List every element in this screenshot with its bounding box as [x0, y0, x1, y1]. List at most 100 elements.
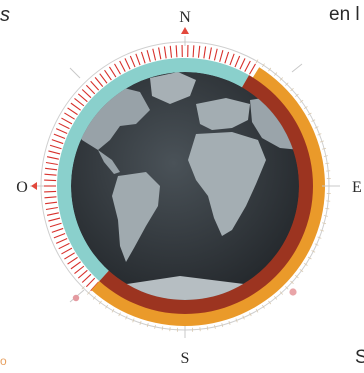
red-tick	[203, 46, 207, 59]
red-tick	[85, 84, 96, 95]
fragment-top-left: s	[0, 4, 10, 26]
red-tick	[55, 128, 68, 135]
red-tick	[175, 45, 178, 58]
ne-tick	[291, 63, 303, 73]
guide-tick	[325, 162, 330, 165]
night-ring	[99, 75, 314, 315]
guide-tick	[279, 77, 283, 81]
daylight-ring	[57, 58, 249, 282]
red-tick	[140, 51, 146, 64]
guide-tick	[290, 88, 294, 92]
red-tick	[55, 237, 68, 244]
red-tick	[45, 206, 58, 211]
red-tick	[104, 69, 112, 81]
red-tick	[119, 60, 126, 72]
red-tick	[99, 73, 108, 84]
guide-tick	[154, 324, 156, 329]
guide-tick	[314, 126, 319, 129]
guide-dot-ticks	[81, 59, 331, 332]
guide-tick	[303, 263, 308, 266]
north-pointer	[181, 27, 189, 34]
guide-tick	[235, 318, 238, 323]
red-tick	[70, 261, 81, 270]
red-tick	[61, 247, 73, 255]
guide-tick	[262, 63, 265, 68]
red-tick	[53, 232, 66, 239]
red-tick	[244, 60, 251, 72]
red-tick	[64, 252, 75, 260]
guide-tick	[262, 304, 265, 309]
guide-tick	[311, 250, 316, 253]
red-tick	[192, 45, 195, 58]
guide-tick	[118, 312, 121, 317]
guide-tick	[125, 315, 128, 320]
guide-tick	[299, 99, 304, 103]
guide-tick	[307, 112, 312, 116]
guide-tick	[228, 320, 231, 325]
red-tick	[48, 217, 61, 222]
red-tick	[169, 45, 173, 58]
guide-tick	[303, 106, 308, 109]
red-tick	[61, 117, 73, 125]
red-tick	[44, 190, 57, 193]
guide-tick	[255, 59, 259, 64]
red-tick	[74, 97, 85, 107]
guide-tick	[92, 296, 96, 300]
red-tick	[81, 273, 92, 283]
guide-tick	[299, 269, 304, 273]
guide-tick	[132, 318, 135, 323]
red-tick	[146, 50, 151, 62]
red-tick	[51, 139, 64, 145]
guide-tick	[242, 315, 245, 320]
red-tick	[44, 179, 57, 182]
label-north: N	[179, 9, 191, 26]
red-tick	[77, 93, 88, 103]
nw-tick	[69, 67, 81, 79]
red-tick	[94, 77, 104, 87]
guide-tick	[322, 222, 327, 225]
red-tick	[108, 66, 117, 78]
red-tick	[74, 265, 85, 275]
fragment-bottom-right: S	[355, 347, 364, 368]
guide-tick	[105, 304, 108, 309]
red-tick	[77, 269, 88, 279]
red-tick	[44, 196, 57, 199]
red-tick	[46, 156, 59, 160]
red-tick	[70, 102, 81, 111]
guide-tick	[111, 308, 115, 313]
fragment-bottom-left: o	[0, 354, 7, 368]
guide-tick	[214, 324, 216, 329]
orange-outer-arc	[91, 67, 326, 327]
africa-shape	[188, 132, 266, 236]
guide-tick	[285, 286, 289, 290]
fragment-top-right: en l	[329, 4, 360, 25]
guide-tick	[87, 291, 91, 295]
red-tick	[229, 53, 235, 66]
guide-tick	[279, 291, 283, 295]
red-tick	[249, 63, 256, 75]
red-tick	[49, 144, 62, 150]
red-tick	[49, 222, 62, 228]
guide-tick	[317, 133, 322, 136]
label-south: S	[181, 350, 190, 367]
guide-tick	[323, 215, 328, 217]
guide-tick	[319, 229, 324, 232]
red-tick	[234, 55, 241, 68]
red-tick	[45, 201, 58, 205]
red-tick	[152, 48, 157, 61]
guide-tick	[290, 280, 294, 284]
guide-tick	[146, 323, 149, 328]
red-tick	[124, 58, 131, 70]
red-tick	[48, 150, 61, 155]
guide-tick	[317, 236, 322, 239]
red-tick	[67, 256, 78, 265]
guide-tick	[268, 67, 272, 72]
red-tick	[85, 277, 96, 288]
guide-tick	[268, 300, 272, 305]
red-tick	[58, 122, 70, 130]
guide-tick	[295, 93, 299, 97]
red-tick	[67, 107, 78, 116]
red-tick	[45, 161, 58, 166]
guide-tick	[221, 323, 224, 328]
